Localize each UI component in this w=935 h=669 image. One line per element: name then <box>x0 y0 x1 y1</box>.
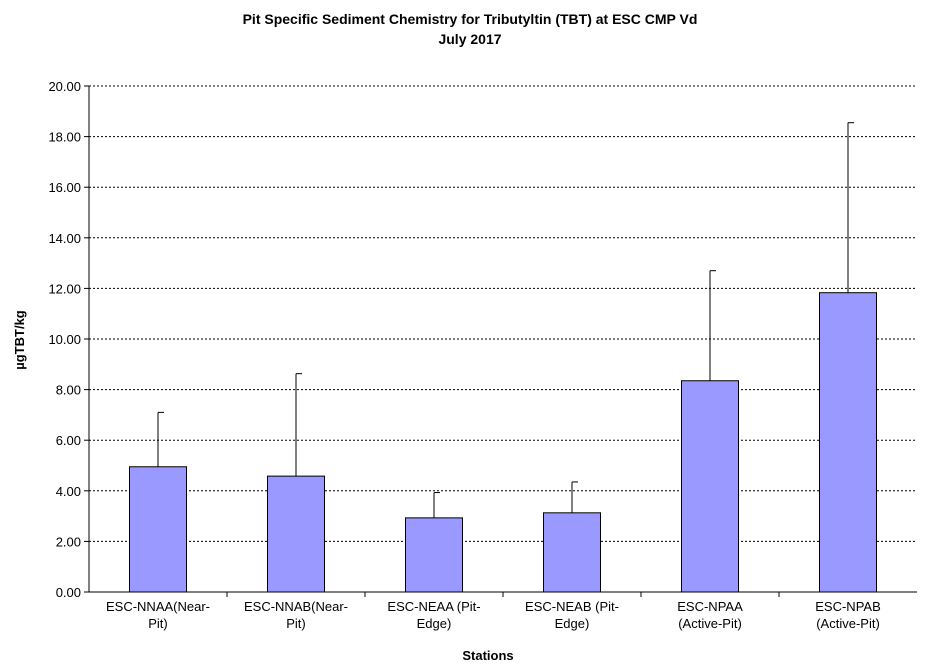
y-tick-label: 0.00 <box>56 585 81 600</box>
x-category-label: ESC-NNAA(Near- <box>106 599 210 614</box>
y-tick-label: 18.00 <box>48 130 81 145</box>
y-tick-label: 16.00 <box>48 180 81 195</box>
y-tick-label: 2.00 <box>56 534 81 549</box>
y-tick-label: 20.00 <box>48 79 81 94</box>
y-tick-labels: 0.00 2.00 4.00 6.00 8.00 10.00 12.00 14.00 16.00… <box>48 79 89 600</box>
gridlines <box>89 85 917 542</box>
x-category-label: (Active-Pit) <box>678 616 742 631</box>
y-tick-label: 6.00 <box>56 433 81 448</box>
bar <box>819 292 877 593</box>
chart-title-line-2: July 2017 <box>438 31 501 47</box>
x-category-label: Edge) <box>417 616 452 631</box>
bar <box>267 475 325 593</box>
y-tick-label: 8.00 <box>56 383 81 398</box>
bars <box>129 122 877 593</box>
x-category-label: Pit) <box>286 616 306 631</box>
x-axis-title: Stations <box>462 648 513 663</box>
bar <box>681 380 739 593</box>
x-category-label: Pit) <box>148 616 168 631</box>
x-category-label: ESC-NPAA <box>677 599 743 614</box>
x-category-label: Edge) <box>555 616 590 631</box>
x-category-label: ESC-NPAB <box>815 599 881 614</box>
y-tick-label: 12.00 <box>48 281 81 296</box>
y-axis-title: µgTBT/kg <box>12 310 27 370</box>
bar <box>405 517 463 593</box>
x-category-label: ESC-NEAB (Pit- <box>525 599 619 614</box>
y-tick-label: 14.00 <box>48 231 81 246</box>
x-category-label: ESC-NEAA (Pit- <box>387 599 480 614</box>
bar <box>543 512 601 593</box>
y-tick-label: 10.00 <box>48 332 81 347</box>
y-tick-label: 4.00 <box>56 484 81 499</box>
bar <box>129 466 187 593</box>
x-category-labels: ESC-NNAA(Near- Pit) ESC-NNAB(Near- Pit) ESC-… <box>106 592 881 631</box>
chart-title-line-1: Pit Specific Sediment Chemistry for Trib… <box>243 11 698 27</box>
x-category-label: (Active-Pit) <box>816 616 880 631</box>
x-category-label: ESC-NNAB(Near- <box>244 599 348 614</box>
